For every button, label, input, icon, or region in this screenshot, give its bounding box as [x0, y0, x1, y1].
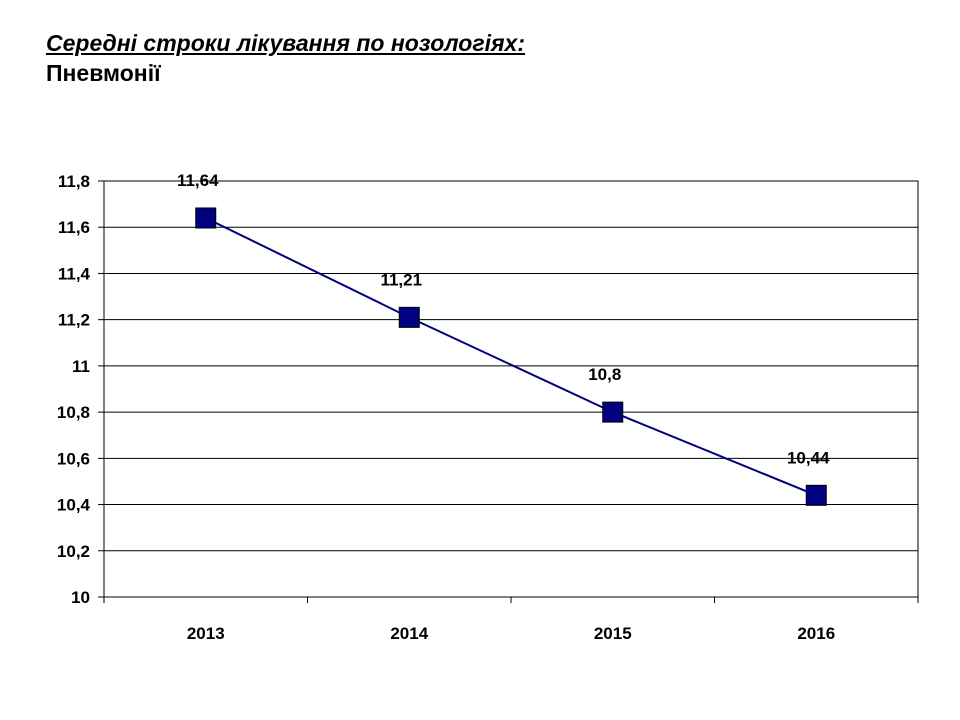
plot-area-border	[103, 180, 919, 598]
grid-lines	[104, 226, 918, 552]
chart-subtitle: Пневмонії	[46, 60, 161, 86]
data-label: 10,8	[588, 365, 621, 384]
data-point-marker	[398, 306, 420, 328]
y-tick-label: 11,8	[58, 172, 90, 191]
y-axis: 10 10,2 10,4 10,6 10,8 11 11,2 11,4 11,6 11,8	[57, 172, 104, 607]
y-tick-label: 10,4	[57, 496, 91, 515]
data-point-marker	[805, 484, 827, 506]
series-line	[205, 217, 817, 497]
y-tick-label: 10,6	[57, 449, 90, 468]
x-tick-label: 2016	[797, 624, 835, 643]
y-tick-label: 10,2	[57, 542, 90, 561]
series	[195, 207, 827, 506]
chart-title: Середні строки лікування по нозологіях:	[46, 30, 526, 56]
data-point-marker	[195, 207, 217, 229]
y-tick-label: 10	[71, 588, 90, 607]
data-label: 11,64	[177, 171, 219, 190]
data-labels: 11,64 11,21 10,8 10,44	[177, 171, 830, 467]
y-tick-label: 10,8	[57, 403, 90, 422]
y-tick-label: 11	[72, 357, 90, 376]
x-tick-label: 2015	[594, 624, 632, 643]
data-point-marker	[602, 401, 624, 423]
x-axis: 2013 2014 2015 2016	[103, 597, 919, 643]
data-label: 10,44	[787, 448, 830, 467]
x-tick-label: 2014	[390, 624, 428, 643]
y-tick-label: 11,4	[58, 264, 91, 283]
x-tick-label: 2013	[187, 624, 225, 643]
data-label: 11,21	[380, 270, 422, 289]
y-tick-label: 11,2	[58, 311, 90, 330]
y-tick-label: 11,6	[58, 218, 90, 237]
